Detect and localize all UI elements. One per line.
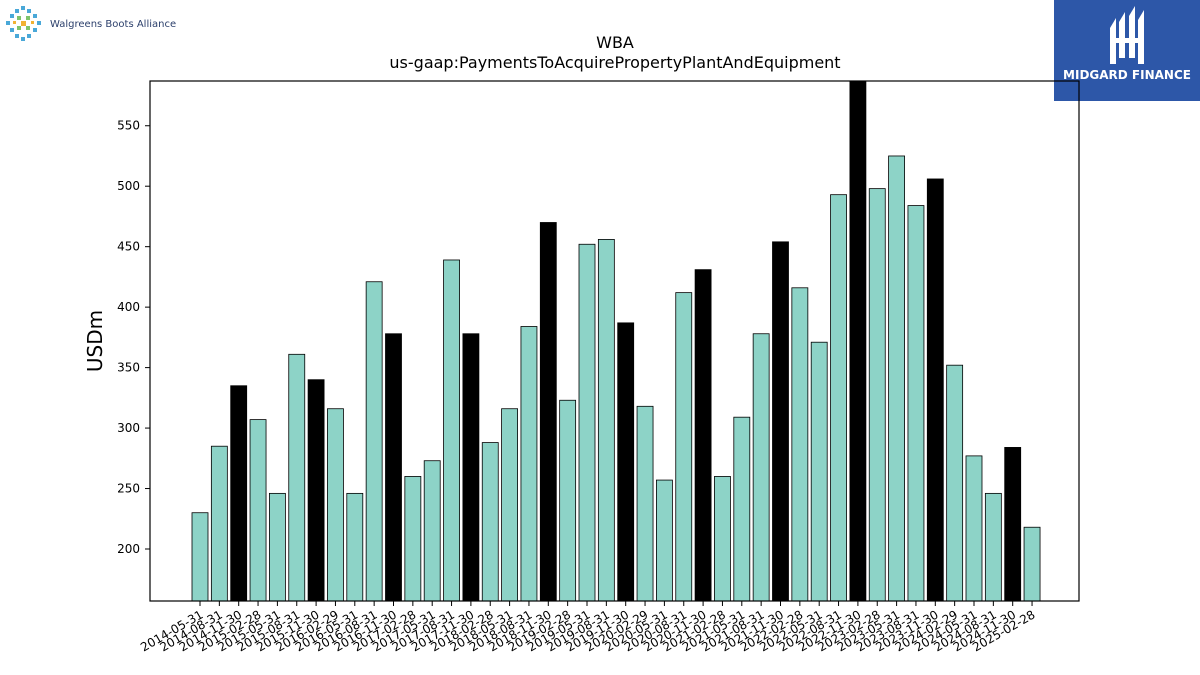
bar-2015-11-30 bbox=[307, 379, 325, 602]
company-name: Walgreens Boots Alliance bbox=[50, 18, 177, 30]
bar-2016-02-29 bbox=[327, 408, 344, 602]
y-axis-label: USDm bbox=[83, 310, 107, 372]
bar-2020-11-30 bbox=[694, 269, 712, 602]
bar-2018-11-30 bbox=[539, 222, 557, 602]
bar-2021-02-28 bbox=[714, 476, 731, 602]
bar-2024-11-30 bbox=[1004, 447, 1022, 602]
y-tick-label: 350 bbox=[117, 361, 140, 375]
y-axis-ticks: 200 250 300 350 400 450 500 550 bbox=[117, 119, 150, 556]
bar-2023-08-31 bbox=[907, 205, 925, 602]
bar-2024-02-29 bbox=[946, 364, 964, 602]
bar-2017-05-31 bbox=[423, 460, 441, 602]
midgard-emblem-icon bbox=[1110, 6, 1144, 64]
y-tick-label: 550 bbox=[117, 119, 140, 133]
bar-2019-08-31 bbox=[597, 239, 615, 602]
bar-group bbox=[191, 80, 1041, 602]
bar-2021-08-31 bbox=[752, 333, 770, 602]
bar-2015-05-31 bbox=[268, 492, 286, 602]
bar-2017-08-31 bbox=[443, 259, 460, 602]
bar-2015-08-31 bbox=[288, 353, 306, 602]
bar-2018-02-28 bbox=[481, 442, 499, 602]
chart-subtitle: us-gaap:PaymentsToAcquirePropertyPlantAn… bbox=[389, 53, 840, 72]
y-tick-label: 250 bbox=[117, 482, 140, 496]
bar-2020-05-31 bbox=[656, 479, 673, 602]
plot-frame bbox=[149, 80, 1080, 602]
bar-2024-05-31 bbox=[965, 455, 983, 602]
bar-2019-05-31 bbox=[578, 243, 596, 602]
bar-2021-11-30 bbox=[772, 241, 789, 602]
walgreens-dots-logo-icon bbox=[6, 6, 41, 41]
bar-2016-08-31 bbox=[365, 281, 383, 602]
bar-2018-05-31 bbox=[501, 408, 519, 602]
bar-2016-05-31 bbox=[346, 492, 364, 602]
bar-2024-08-31 bbox=[984, 492, 1002, 602]
y-tick-label: 300 bbox=[117, 421, 140, 435]
y-tick-label: 200 bbox=[117, 542, 140, 556]
bar-2019-11-30 bbox=[617, 322, 635, 602]
bar-2014-11-30 bbox=[230, 385, 248, 602]
chart-title: WBA bbox=[596, 33, 634, 52]
y-tick-label: 500 bbox=[117, 179, 140, 193]
midgard-finance-logo: MIDGARD FINANCE bbox=[1054, 0, 1200, 101]
y-tick-label: 450 bbox=[117, 240, 140, 254]
bar-2019-02-28 bbox=[559, 399, 577, 602]
bar-2022-02-28 bbox=[791, 287, 809, 602]
bar-2022-05-31 bbox=[810, 341, 828, 602]
bar-2018-08-31 bbox=[520, 326, 538, 602]
bar-2014-08-31 bbox=[210, 445, 228, 602]
bar-2023-02-28 bbox=[868, 188, 886, 602]
y-tick-label: 400 bbox=[117, 300, 140, 314]
bar-2023-11-30 bbox=[926, 178, 944, 602]
bar-2020-08-31 bbox=[675, 292, 693, 602]
bar-2022-11-30 bbox=[849, 80, 867, 602]
bar-2025-02-28 bbox=[1023, 526, 1041, 602]
bar-2020-02-29 bbox=[636, 405, 654, 602]
x-axis-ticks: 2014-05-312014-08-312014-11-302015-02-28… bbox=[138, 601, 1038, 654]
bar-2015-02-28 bbox=[249, 419, 267, 602]
bar-2017-02-28 bbox=[404, 476, 422, 602]
bar-2023-05-31 bbox=[888, 155, 905, 602]
walgreens-boots-alliance-logo: Walgreens Boots Alliance bbox=[4, 4, 176, 44]
publisher-name: MIDGARD FINANCE bbox=[1063, 68, 1191, 82]
bar-2022-08-31 bbox=[830, 194, 847, 602]
bar-2021-05-31 bbox=[733, 416, 751, 602]
bar-2016-11-30 bbox=[385, 333, 402, 602]
bar-2017-11-30 bbox=[462, 333, 480, 602]
bar-2014-05-31 bbox=[191, 512, 209, 602]
